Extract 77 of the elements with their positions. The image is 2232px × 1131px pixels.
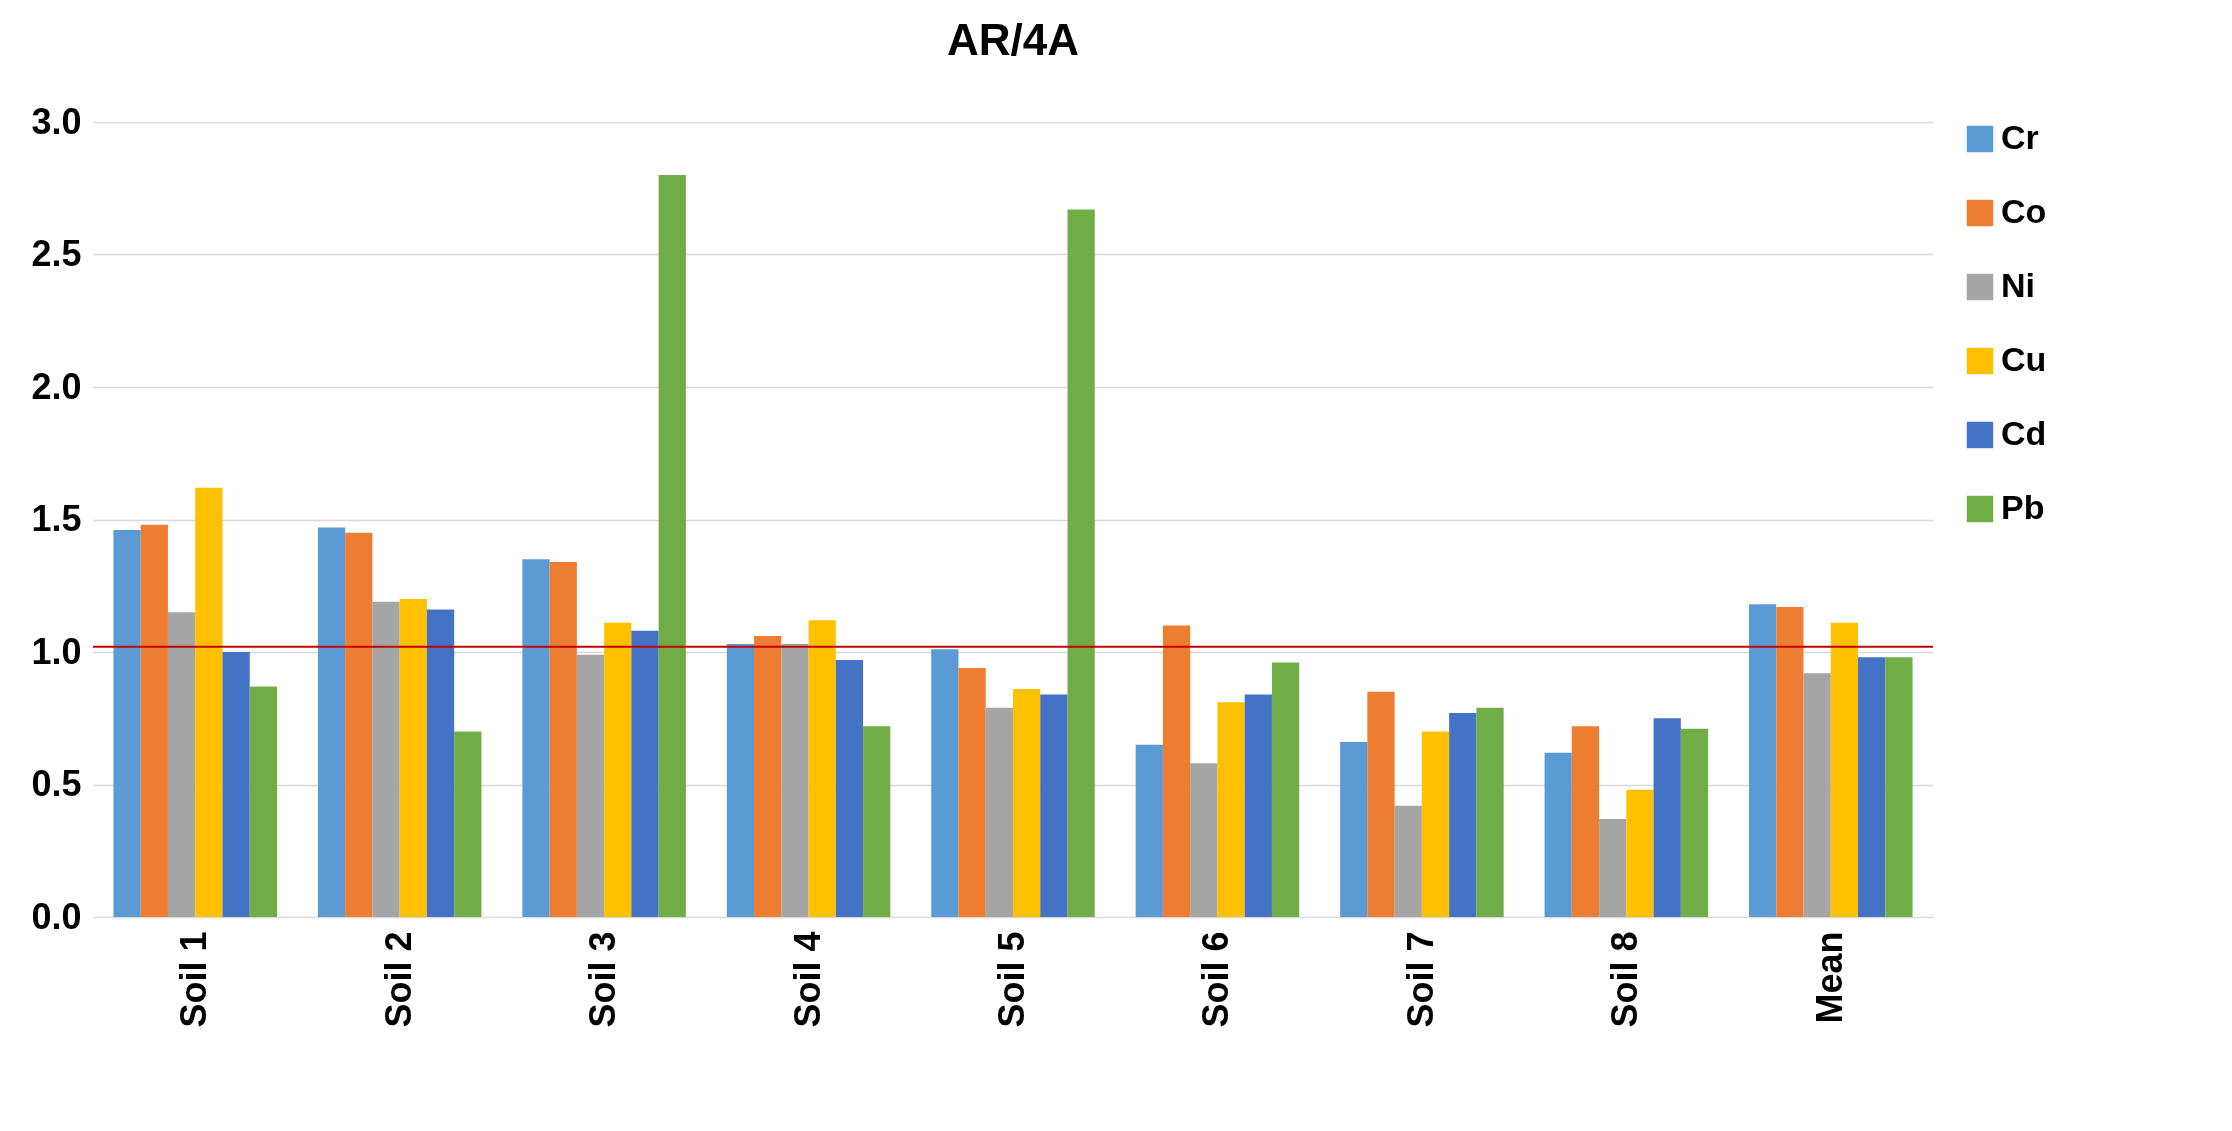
x-tick-label: Soil 8	[1604, 931, 1646, 1028]
bar	[1885, 657, 1913, 917]
bar	[426, 609, 455, 917]
bar	[1040, 694, 1068, 917]
legend-label: Cr	[2001, 118, 2039, 156]
bar	[140, 524, 168, 917]
bar	[113, 530, 141, 917]
bar	[1367, 691, 1395, 917]
x-tick-label: Soil 1	[173, 931, 215, 1028]
x-tick-label: Soil 3	[582, 931, 624, 1028]
bar	[808, 620, 836, 917]
x-tick-label: Soil 4	[786, 931, 828, 1028]
bar	[754, 636, 782, 917]
y-tick-label: 3.0	[31, 100, 82, 142]
bar	[1190, 763, 1218, 917]
x-tick-label: Soil 7	[1399, 931, 1441, 1028]
bar	[372, 601, 400, 917]
bar	[1013, 689, 1041, 917]
bar	[1340, 742, 1368, 917]
x-tick-label: Soil 2	[377, 931, 419, 1028]
bar	[835, 659, 864, 917]
bar	[576, 654, 605, 917]
y-tick-label: 2.0	[31, 365, 82, 407]
bar	[317, 527, 346, 917]
bar	[195, 487, 223, 917]
bar	[167, 612, 196, 917]
bar	[1544, 752, 1572, 917]
bar	[604, 622, 632, 917]
chart-title: AR/4A	[946, 15, 1080, 64]
bar	[1476, 707, 1504, 917]
bar	[522, 559, 550, 917]
bar	[1858, 657, 1886, 917]
bar	[931, 649, 959, 917]
legend-label: Cd	[2001, 414, 2047, 452]
bar	[1067, 209, 1095, 917]
y-tick-label: 1.5	[31, 498, 82, 539]
x-tick-label: Mean	[1808, 931, 1850, 1024]
bar	[1217, 702, 1245, 917]
bar	[1653, 718, 1681, 917]
bar	[222, 652, 250, 917]
bar	[249, 686, 277, 917]
bar	[1749, 604, 1777, 917]
legend-label: Cu	[2001, 340, 2047, 378]
bar	[1244, 694, 1272, 917]
bar	[1394, 805, 1422, 917]
x-tick-label: Soil 5	[991, 931, 1032, 1028]
bar	[549, 561, 577, 917]
bar	[1776, 606, 1804, 917]
bar	[399, 599, 427, 917]
bar	[1626, 789, 1654, 917]
bar	[1421, 731, 1450, 917]
legend-label: Pb	[2001, 488, 2045, 526]
bar	[726, 644, 755, 917]
bar	[1571, 726, 1600, 917]
bar	[958, 667, 986, 917]
y-tick-label: 0.5	[31, 763, 82, 804]
bar	[454, 731, 482, 917]
bar	[658, 175, 686, 917]
bar	[345, 532, 373, 917]
bar	[1830, 622, 1859, 917]
bar	[1599, 818, 1627, 917]
bar	[1271, 662, 1300, 917]
legend-label: Ni	[2001, 266, 2035, 304]
bar	[1162, 625, 1191, 917]
legend-label: Co	[2001, 192, 2047, 230]
bar	[631, 630, 659, 917]
y-tick-label: 1.0	[31, 630, 82, 672]
bar	[1449, 712, 1477, 917]
bar	[1803, 673, 1831, 917]
bar	[863, 726, 891, 917]
x-tick-label: Soil 6	[1195, 931, 1237, 1028]
bar	[1680, 728, 1709, 917]
bar	[1135, 744, 1163, 917]
bar	[985, 707, 1013, 917]
bar	[781, 644, 809, 917]
y-tick-label: 2.5	[31, 233, 82, 274]
y-tick-label: 0.0	[31, 895, 82, 937]
